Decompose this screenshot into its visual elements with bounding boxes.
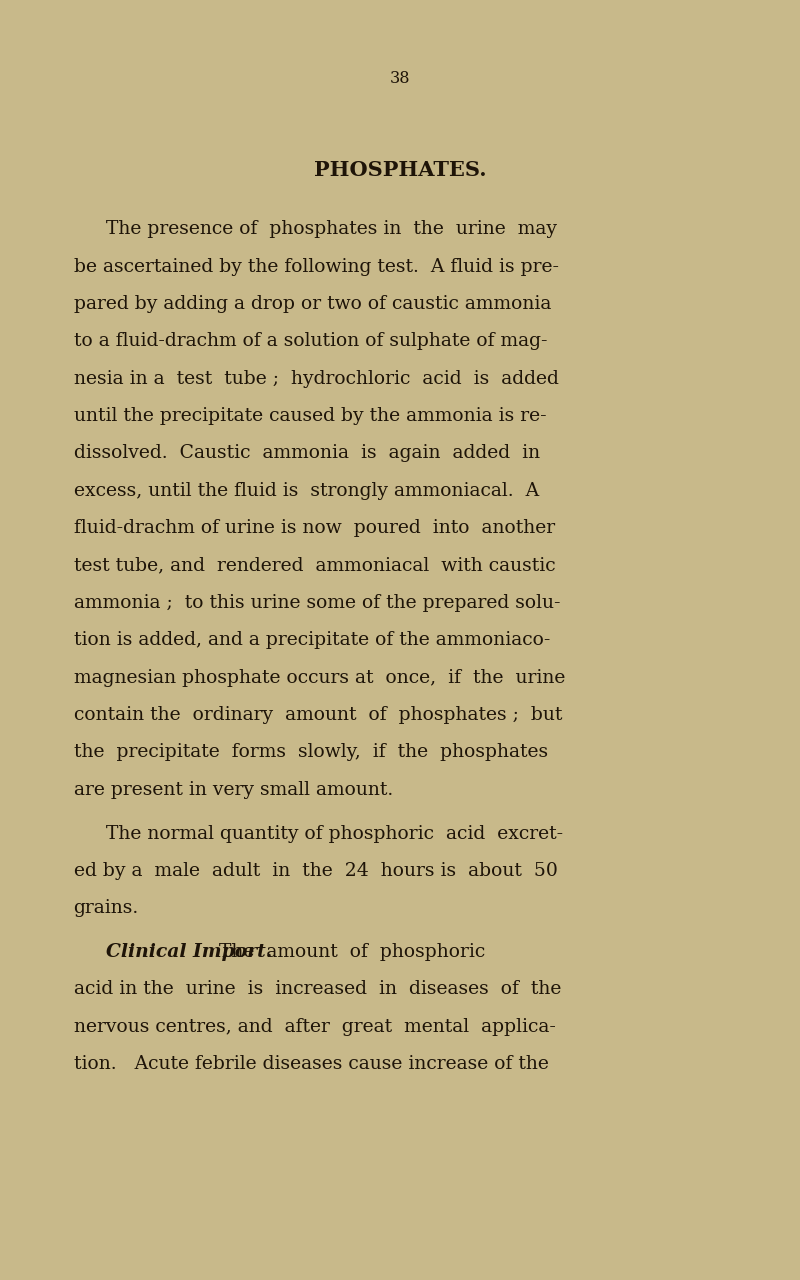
Text: contain the  ordinary  amount  of  phosphates ;  but: contain the ordinary amount of phosphate… <box>74 707 562 724</box>
Text: The  amount  of  phosphoric: The amount of phosphoric <box>206 943 485 961</box>
Text: The normal quantity of phosphoric  acid  excret-: The normal quantity of phosphoric acid e… <box>106 824 562 842</box>
Text: nervous centres, and  after  great  mental  applica-: nervous centres, and after great mental … <box>74 1018 555 1036</box>
Text: 38: 38 <box>390 70 410 87</box>
Text: acid in the  urine  is  increased  in  diseases  of  the: acid in the urine is increased in diseas… <box>74 980 561 998</box>
Text: excess, until the fluid is  strongly ammoniacal.  A: excess, until the fluid is strongly ammo… <box>74 481 538 499</box>
Text: be ascertained by the following test.  A fluid is pre-: be ascertained by the following test. A … <box>74 257 558 275</box>
Text: grains.: grains. <box>74 900 139 918</box>
Text: Clinical Import.: Clinical Import. <box>106 943 272 961</box>
Text: PHOSPHATES.: PHOSPHATES. <box>314 160 486 180</box>
Text: ammonia ;  to this urine some of the prepared solu-: ammonia ; to this urine some of the prep… <box>74 594 560 612</box>
Text: test tube, and  rendered  ammoniacal  with caustic: test tube, and rendered ammoniacal with … <box>74 557 555 575</box>
Text: until the precipitate caused by the ammonia is re-: until the precipitate caused by the ammo… <box>74 407 546 425</box>
Text: magnesian phosphate occurs at  once,  if  the  urine: magnesian phosphate occurs at once, if t… <box>74 668 565 686</box>
Text: tion is added, and a precipitate of the ammoniaco-: tion is added, and a precipitate of the … <box>74 631 550 649</box>
Text: to a fluid-drachm of a solution of sulphate of mag-: to a fluid-drachm of a solution of sulph… <box>74 333 547 351</box>
Text: tion.   Acute febrile diseases cause increase of the: tion. Acute febrile diseases cause incre… <box>74 1055 549 1073</box>
Text: nesia in a  test  tube ;  hydrochloric  acid  is  added: nesia in a test tube ; hydrochloric acid… <box>74 370 558 388</box>
Text: fluid-drachm of urine is now  poured  into  another: fluid-drachm of urine is now poured into… <box>74 520 554 538</box>
Text: ed by a  male  adult  in  the  24  hours is  about  50: ed by a male adult in the 24 hours is ab… <box>74 861 558 879</box>
Text: the  precipitate  forms  slowly,  if  the  phosphates: the precipitate forms slowly, if the pho… <box>74 744 548 762</box>
Text: The presence of  phosphates in  the  urine  may: The presence of phosphates in the urine … <box>106 220 557 238</box>
Text: dissolved.  Caustic  ammonia  is  again  added  in: dissolved. Caustic ammonia is again adde… <box>74 444 540 462</box>
Text: are present in very small amount.: are present in very small amount. <box>74 781 393 799</box>
Text: pared by adding a drop or two of caustic ammonia: pared by adding a drop or two of caustic… <box>74 294 551 312</box>
